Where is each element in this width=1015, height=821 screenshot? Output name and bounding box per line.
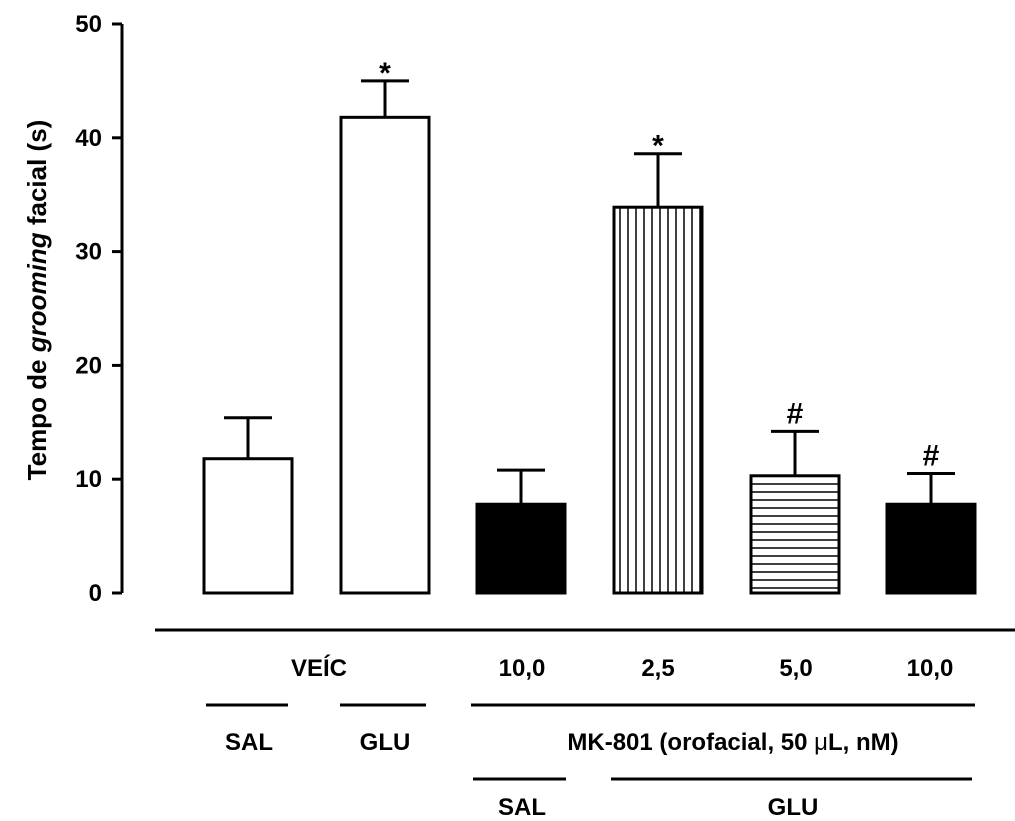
label-mk801-start: MK-801 (orofacial, 50 bbox=[567, 729, 814, 756]
label-sal-mk: SAL bbox=[498, 794, 546, 821]
significance-marker: # bbox=[923, 440, 940, 473]
label-glu-mk: GLU bbox=[768, 794, 819, 821]
bar bbox=[612, 205, 704, 595]
y-ticks: 0 10 20 30 40 50 bbox=[75, 11, 122, 607]
label-sal: SAL bbox=[225, 729, 273, 756]
bar bbox=[339, 115, 431, 595]
label-mk801: MK-801 (orofacial, 50 μL, nM) bbox=[567, 729, 898, 756]
bar bbox=[749, 474, 841, 595]
y-tick-label: 20 bbox=[75, 352, 102, 379]
y-axis-label-part-1: Tempo de bbox=[22, 352, 52, 480]
label-glu: GLU bbox=[360, 729, 411, 756]
y-tick-label: 50 bbox=[75, 11, 102, 38]
bar bbox=[475, 502, 567, 595]
y-tick-label: 0 bbox=[89, 580, 102, 607]
label-mk801-mu: μ bbox=[814, 729, 828, 756]
label-mk801-end: L, nM) bbox=[828, 729, 899, 756]
label-dose-2: 2,5 bbox=[641, 655, 674, 682]
bars: * * # # bbox=[202, 57, 977, 595]
label-dose-1: 10,0 bbox=[499, 655, 546, 682]
y-axis-label-part-2: grooming bbox=[22, 232, 52, 353]
y-axis-label: Tempo de grooming facial (s) bbox=[22, 120, 52, 481]
y-axis-label-part-3: facial (s) bbox=[22, 120, 52, 233]
significance-marker: * bbox=[652, 130, 664, 163]
significance-marker: # bbox=[787, 397, 804, 430]
label-dose-3: 5,0 bbox=[779, 655, 812, 682]
y-tick-label: 40 bbox=[75, 125, 102, 152]
y-tick-label: 10 bbox=[75, 466, 102, 493]
label-dose-4: 10,0 bbox=[907, 655, 954, 682]
bar bbox=[202, 457, 294, 595]
label-veic: VEÍC bbox=[291, 654, 347, 682]
y-tick-label: 30 bbox=[75, 239, 102, 266]
bar bbox=[885, 502, 977, 595]
significance-marker: * bbox=[379, 57, 391, 90]
